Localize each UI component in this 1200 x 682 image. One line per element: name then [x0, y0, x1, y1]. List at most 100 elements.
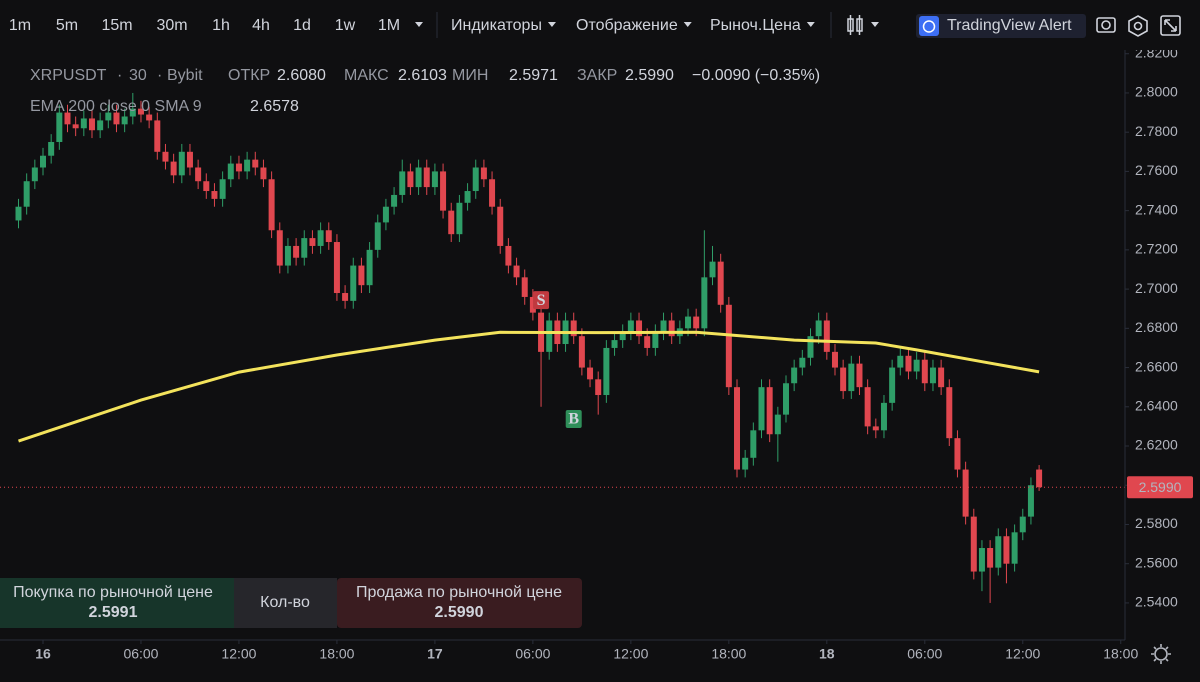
dropdown-arrow [806, 22, 815, 27]
alert-button[interactable]: TradingView Alert [916, 14, 1086, 38]
candle-body [521, 277, 528, 297]
settings-button[interactable] [1128, 15, 1148, 37]
candle-body [227, 163, 234, 180]
candle-body [774, 414, 781, 435]
candle-body [472, 167, 479, 192]
candle-body [570, 320, 577, 337]
x-tick-label: 12:00 [613, 646, 648, 662]
candle-body [146, 114, 153, 121]
candle-body [717, 261, 724, 305]
fullscreen-button[interactable] [1160, 15, 1181, 36]
interval-button[interactable]: 1d [293, 17, 311, 34]
candle-body [317, 230, 324, 246]
candle-body [766, 387, 773, 435]
candle-body [693, 316, 700, 329]
candle-body [268, 179, 275, 231]
candle-body [578, 336, 585, 368]
candle-body [815, 320, 822, 337]
alert-icon-clock [922, 20, 936, 33]
interval-button[interactable]: 1h [212, 17, 230, 34]
y-tick-label: 2.6200 [1135, 437, 1178, 453]
candle-body [1003, 536, 1010, 564]
buy-button[interactable]: Покупка по рыночной цене 2.5991 [0, 578, 234, 628]
ohlc-label: ЗАКР [577, 67, 617, 84]
plot-area: SB [0, 92, 1125, 603]
interval-button[interactable]: 15m [101, 17, 132, 34]
candle-body [701, 277, 708, 329]
snapshot-button[interactable] [1096, 17, 1116, 33]
candle-body [823, 320, 830, 352]
separator: · [157, 67, 162, 84]
candle-body [513, 265, 520, 278]
dropdown-arrow [415, 22, 423, 27]
price-axis-panel [1125, 0, 1200, 682]
candle-body [235, 163, 242, 172]
candle-body [987, 548, 994, 568]
candle-body [489, 179, 496, 207]
candle-body [1036, 469, 1043, 488]
candle-body [415, 167, 422, 188]
candle-body [897, 355, 904, 368]
buy-label: Покупка по рыночной цене [13, 584, 213, 601]
interval-button[interactable]: 5m [56, 17, 78, 34]
sell-button[interactable]: Продажа по рыночной цене 2.5990 [337, 578, 582, 628]
candle-body [260, 167, 267, 180]
menu-button[interactable]: Рыноч.Цена [710, 17, 801, 34]
menu-button[interactable]: Отображение [576, 17, 678, 34]
settings-icon[interactable] [1151, 644, 1171, 664]
interval: 30 [129, 67, 147, 84]
quantity-bg [234, 578, 337, 628]
dropdown-arrow [683, 22, 692, 27]
signal-label: S [537, 292, 546, 309]
buy-price: 2.5991 [89, 604, 138, 621]
candle-body [64, 112, 71, 125]
candle-body [456, 202, 463, 235]
y-tick-label: 2.7200 [1135, 241, 1178, 257]
interval-button[interactable]: 1m [9, 17, 31, 34]
alert-label: TradingView Alert [947, 17, 1072, 34]
sell-price: 2.5990 [435, 604, 484, 621]
ohlc-label: МАКС [344, 67, 389, 84]
interval-button[interactable]: 30m [156, 17, 187, 34]
y-tick-label: 2.7400 [1135, 201, 1178, 217]
ohlc-value: 2.6103 [398, 67, 447, 84]
candle-body [170, 161, 177, 176]
fullscreen-icon [1160, 15, 1181, 36]
candle-body [137, 108, 144, 115]
candle-body [333, 242, 340, 294]
candle-body [48, 141, 55, 156]
candle-body [1019, 516, 1026, 533]
x-tick-label: 16 [35, 646, 51, 662]
candle-body [946, 387, 953, 439]
candle-body [293, 245, 300, 258]
candle-body [889, 367, 896, 403]
candle-body [399, 171, 406, 195]
candle-body [284, 245, 291, 266]
x-tick-label: 06:00 [907, 646, 942, 662]
interval-button[interactable]: 4h [252, 17, 270, 34]
interval-button[interactable]: 1w [335, 17, 356, 34]
toolbar: TradingView Alert 1m 5m 15m 30m 1h 4h 1d 1w 1M Ин… [0, 0, 1200, 50]
gear-icon [1128, 15, 1148, 37]
candle-body [505, 245, 512, 266]
candle-body [660, 320, 667, 333]
candle-body [668, 320, 675, 337]
quantity-field[interactable]: Кол-во [234, 578, 337, 628]
candle-body [872, 426, 879, 431]
candle-body [97, 120, 104, 131]
candle-body [72, 124, 79, 129]
interval-button[interactable]: 1M [378, 17, 400, 34]
chart-type-button[interactable] [847, 15, 879, 35]
y-tick-label: 2.6400 [1135, 397, 1178, 413]
candle-body [154, 120, 161, 152]
candle-body [497, 206, 504, 246]
ohlc-value: 2.5971 [509, 67, 558, 84]
candle-body [178, 151, 185, 176]
ohlc-label: ОТКР [228, 67, 270, 84]
menu-button[interactable]: Индикаторы [451, 17, 542, 34]
candle-body [978, 548, 985, 572]
candle-body [219, 179, 226, 199]
candle-body [15, 206, 22, 221]
candle-body [129, 108, 136, 117]
candle-body [644, 336, 651, 348]
